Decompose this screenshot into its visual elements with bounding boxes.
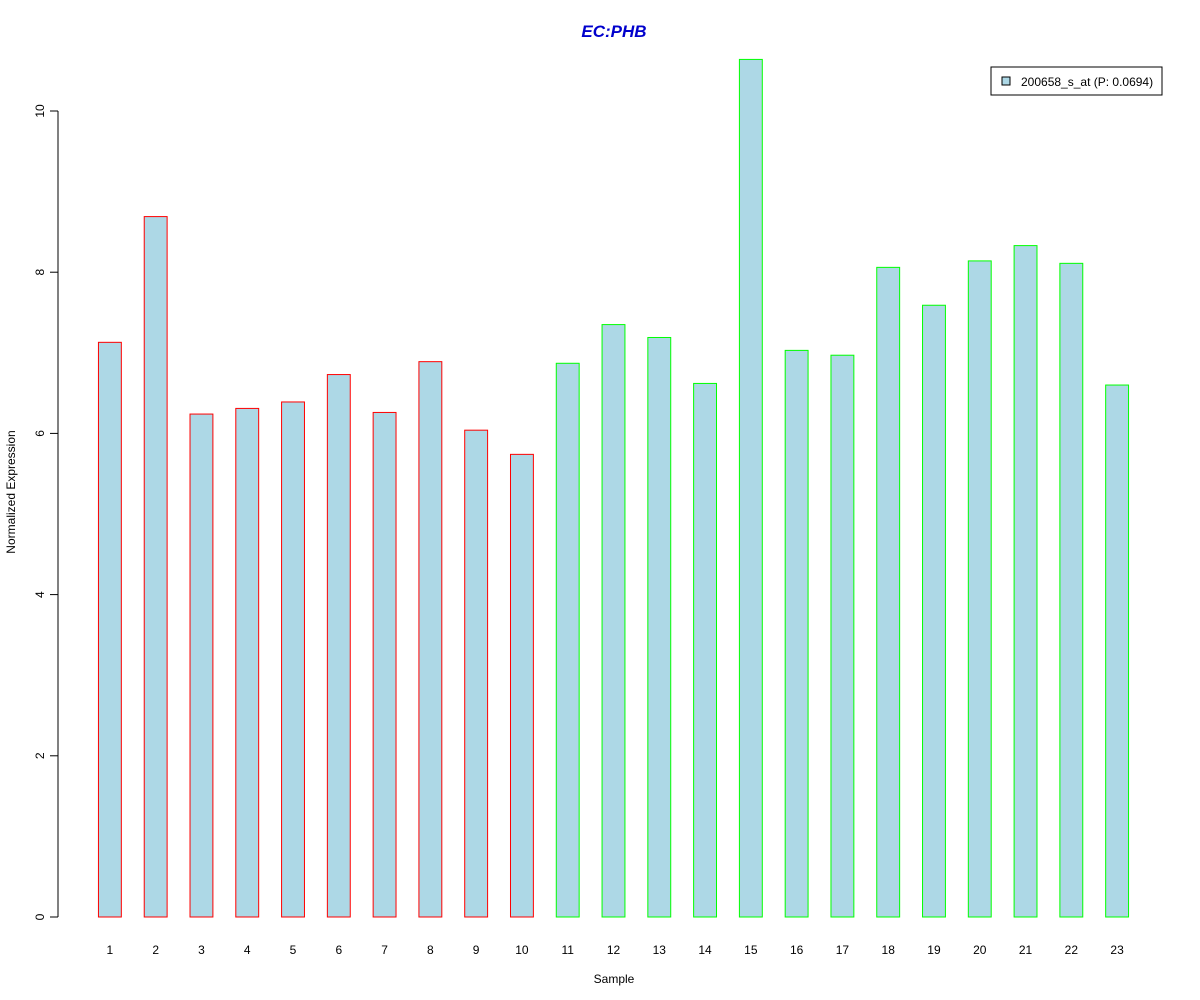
x-tick-label: 13: [653, 943, 667, 957]
x-tick-label: 19: [927, 943, 941, 957]
bar-sample-4: [235, 407, 260, 918]
x-tick-label: 10: [515, 943, 529, 957]
bar-sample-7: [372, 411, 397, 918]
bar-sample-22: [1059, 262, 1084, 918]
bar-sample-19: [922, 304, 946, 918]
x-tick-label: 7: [381, 943, 388, 957]
bar-sample-5: [281, 401, 305, 918]
bar-sample-15: [738, 58, 763, 918]
y-tick-label: 10: [33, 104, 47, 118]
x-tick-label: 8: [427, 943, 434, 957]
bar-sample-8: [418, 361, 443, 918]
bar-sample-16: [784, 349, 809, 918]
x-tick-label: 14: [698, 943, 712, 957]
y-tick-label: 0: [33, 913, 47, 920]
bar-sample-10: [509, 453, 534, 918]
y-tick-label: 4: [33, 591, 47, 598]
x-axis-title: Sample: [594, 972, 635, 986]
bar-sample-20: [967, 260, 992, 918]
bar-sample-3: [189, 413, 214, 918]
bar-sample-17: [830, 354, 855, 918]
x-tick-label: 6: [335, 943, 342, 957]
chart-title: EC:PHB: [581, 22, 646, 41]
legend-swatch: [1001, 76, 1011, 86]
bar-sample-11: [555, 362, 580, 918]
x-tick-label: 5: [290, 943, 297, 957]
x-tick-label: 23: [1110, 943, 1124, 957]
bar-sample-1: [97, 341, 122, 918]
legend-box: [990, 66, 1163, 96]
y-axis-title: Normalized Expression: [4, 430, 18, 553]
x-tick-label: 4: [244, 943, 251, 957]
y-tick-label: 6: [33, 430, 47, 437]
y-tick-label: 2: [33, 752, 47, 759]
bar-sample-13: [647, 336, 672, 918]
legend-label: 200658_s_at (P: 0.0694): [1021, 75, 1153, 89]
bar-sample-2: [143, 216, 168, 918]
x-tick-label: 11: [561, 943, 574, 957]
bar-sample-12: [601, 324, 626, 918]
bar-sample-6: [326, 374, 351, 918]
x-tick-label: 22: [1065, 943, 1079, 957]
x-tick-label: 20: [973, 943, 987, 957]
x-tick-label: 16: [790, 943, 804, 957]
bar-sample-9: [464, 429, 489, 918]
x-tick-label: 9: [473, 943, 480, 957]
y-tick-label: 8: [33, 269, 47, 276]
x-tick-label: 18: [882, 943, 896, 957]
x-tick-label: 3: [198, 943, 205, 957]
x-tick-label: 17: [836, 943, 850, 957]
x-tick-label: 21: [1019, 943, 1033, 957]
bar-sample-14: [693, 382, 718, 918]
bar-sample-21: [1013, 245, 1038, 918]
x-tick-labels: 1 2 3 4 5 6 7 8 9 10 11 12 13 14 15 16 17 18 19 20 21 22 23: [107, 943, 1125, 957]
x-tick-label: 12: [607, 943, 621, 957]
legend: 200658_s_at (P: 0.0694): [990, 66, 1163, 96]
y-axis: 0 2 4 6 8 10: [33, 104, 59, 920]
x-tick-label: 1: [107, 943, 114, 957]
x-tick-label: 15: [744, 943, 758, 957]
bar-sample-18: [876, 266, 901, 918]
bars-group: [97, 58, 1130, 918]
bar-sample-23: [1105, 384, 1130, 918]
x-tick-label: 2: [152, 943, 159, 957]
